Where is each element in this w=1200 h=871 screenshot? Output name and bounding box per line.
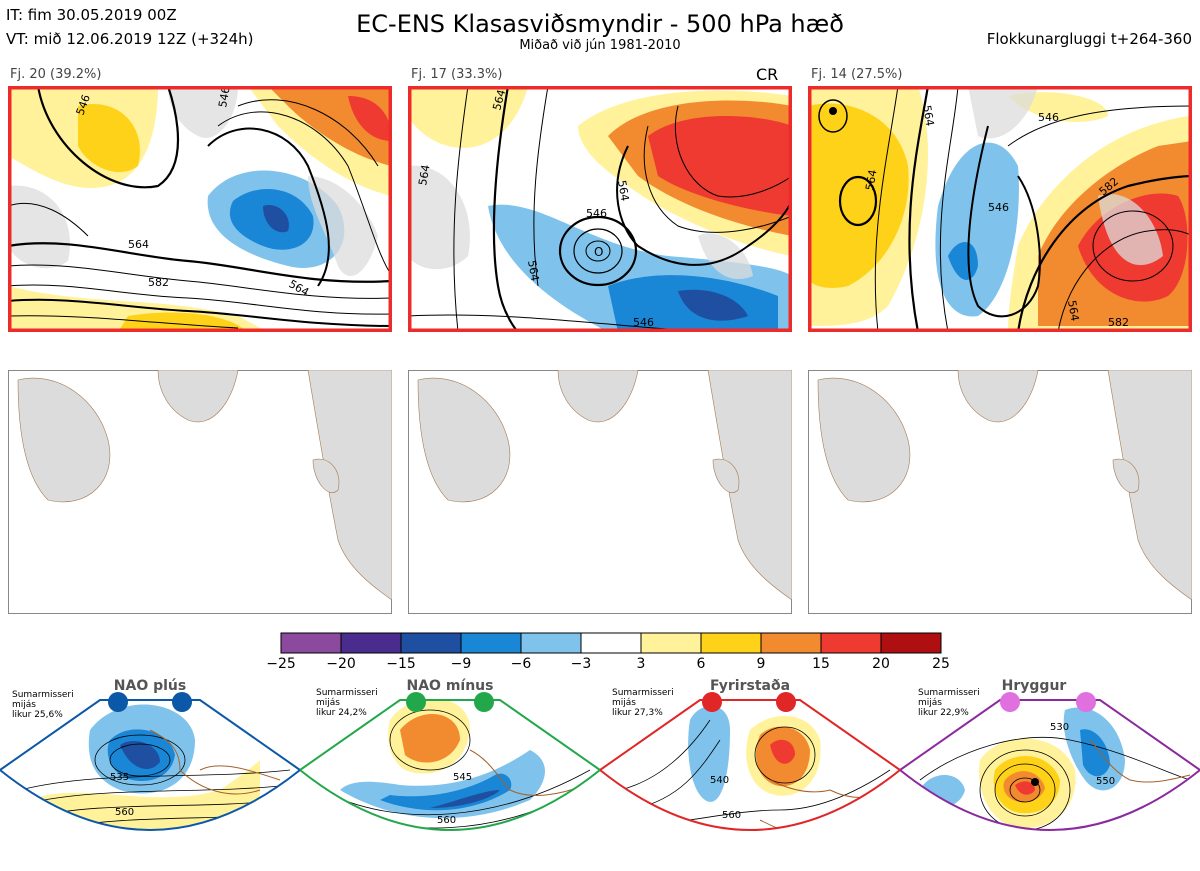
svg-text:564: 564: [920, 104, 936, 127]
regime-3-note: Sumarmisseri mijás likur 27,3%: [612, 688, 674, 718]
colorbar-tick-label: −25: [266, 656, 296, 672]
regime-4-map[interactable]: 530 550 575: [900, 690, 1200, 870]
base-map-3[interactable]: [808, 370, 1192, 614]
svg-text:564: 564: [615, 179, 631, 202]
regime-1-note: Sumarmisseri mijás likur 25,6%: [12, 690, 74, 720]
colorbar-swatch: [460, 632, 522, 654]
svg-text:564: 564: [525, 259, 541, 282]
svg-text:546: 546: [216, 86, 232, 109]
regime-2-note: Sumarmisseri mijás likur 24,2%: [316, 688, 378, 718]
initial-time: IT: fim 30.05.2019 00Z: [6, 6, 177, 24]
svg-text:560: 560: [722, 810, 741, 821]
page-title: EC-ENS Klasasviðsmyndir - 500 hPa hæð: [356, 10, 844, 38]
svg-text:575: 575: [737, 834, 756, 845]
colorbar-tick-label: −9: [450, 656, 472, 672]
colorbar-tick-label: 25: [932, 656, 950, 672]
colorbar-tick-label: 20: [872, 656, 890, 672]
svg-text:582: 582: [148, 276, 169, 289]
cluster-2-control-tag: CR: [756, 65, 779, 84]
svg-text:575: 575: [1095, 837, 1114, 848]
svg-text:545: 545: [453, 772, 472, 783]
cluster-2-label: Fj. 17 (33.3%): [411, 67, 503, 82]
svg-text:564: 564: [490, 88, 508, 112]
colorbar-tick-label: 15: [812, 656, 830, 672]
regime-4-title: Hryggur: [1001, 678, 1067, 694]
colorbar-swatch: [400, 632, 462, 654]
colorbar-swatch: [580, 632, 642, 654]
page-subtitle: Miðað við jún 1981-2010: [519, 38, 681, 53]
svg-text:546: 546: [633, 316, 654, 329]
svg-text:564: 564: [863, 169, 879, 192]
cluster-3-label: Fj. 14 (27.5%): [811, 67, 903, 82]
regime-3-map[interactable]: 540 560 575: [600, 690, 900, 870]
colorbar-swatch: [760, 632, 822, 654]
colorbar-swatch: [880, 632, 942, 654]
svg-text:546: 546: [586, 207, 607, 220]
colorbar-swatch: [520, 632, 582, 654]
svg-text:564: 564: [416, 164, 432, 187]
svg-text:564: 564: [1065, 299, 1081, 322]
cluster-3-map[interactable]: 564 546 564 582 564 582 546: [808, 86, 1192, 332]
base-map-1[interactable]: [8, 370, 392, 614]
colorbar-swatch: [820, 632, 882, 654]
svg-text:564: 564: [128, 238, 149, 251]
valid-time: VT: mið 12.06.2019 12Z (+324h): [6, 30, 254, 48]
colorbar-tick-label: 9: [756, 656, 766, 672]
classification-window: Flokkunargluggi t+264-360: [986, 30, 1192, 48]
svg-text:582: 582: [1108, 316, 1129, 329]
base-map-2[interactable]: [408, 370, 792, 614]
regime-2-map[interactable]: 545 560 575: [300, 690, 600, 870]
colorbar-tick-label: 6: [696, 656, 706, 672]
colorbar-swatch: [280, 632, 342, 654]
colorbar-tick-label: −3: [570, 656, 592, 672]
colorbar-tick-label: −15: [386, 656, 416, 672]
cluster-1-map[interactable]: 546 564 582 564 546: [8, 86, 392, 332]
cluster-2-map[interactable]: 564 564 546 O 564 564 546: [408, 86, 792, 332]
svg-text:530: 530: [1050, 722, 1069, 733]
regime-1-title: NAO plús: [113, 678, 187, 694]
svg-text:546: 546: [988, 201, 1009, 214]
colorbar-swatch: [700, 632, 762, 654]
svg-text:540: 540: [710, 775, 729, 786]
svg-text:546: 546: [1038, 111, 1059, 124]
colorbar-tick-label: −20: [326, 656, 356, 672]
regime-2-title: NAO mínus: [406, 678, 494, 694]
colorbar-swatch: [340, 632, 402, 654]
colorbar-tick-label: 3: [636, 656, 646, 672]
svg-text:560: 560: [115, 807, 134, 818]
svg-text:535: 535: [110, 772, 129, 783]
regime-3-title: Fyrirstaða: [709, 678, 791, 694]
svg-text:560: 560: [437, 815, 456, 826]
colorbar-tick-label: −6: [510, 656, 532, 672]
anomaly-colorbar: [280, 632, 942, 654]
svg-text:550: 550: [1096, 776, 1115, 787]
colorbar-swatch: [640, 632, 702, 654]
svg-text:O: O: [594, 245, 603, 259]
regime-1-map[interactable]: 535 560: [0, 690, 300, 870]
cluster-1-label: Fj. 20 (39.2%): [10, 67, 102, 82]
svg-text:575: 575: [447, 849, 466, 860]
regime-4-note: Sumarmisseri mijás likur 22,9%: [918, 688, 980, 718]
